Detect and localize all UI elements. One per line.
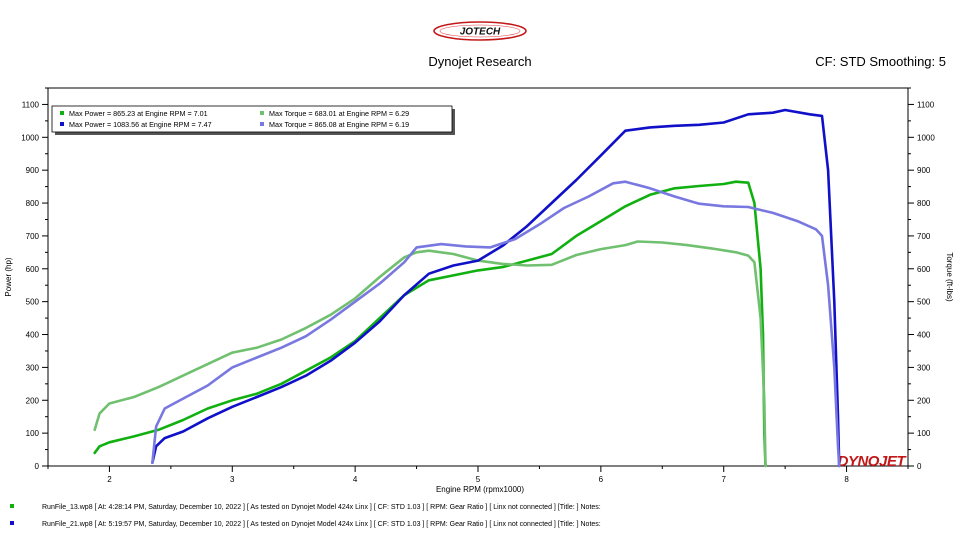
legend-swatch [260, 111, 264, 115]
y-tick-label: 800 [26, 199, 40, 208]
dynojet-watermark-text: DYNOJET [838, 453, 908, 470]
y-tick-label: 200 [26, 396, 40, 405]
run-color-swatch [10, 521, 14, 525]
y2-tick-label: 1000 [917, 133, 935, 142]
legend-entry: Max Torque = 865.08 at Engine RPM = 6.19 [269, 120, 409, 129]
run-file-info: RunFile_13.wp8 [ At: 4:28:14 PM, Saturda… [42, 504, 601, 511]
y-tick-label: 1100 [22, 100, 40, 109]
legend-entry: Max Power = 1083.56 at Engine RPM = 7.47 [69, 120, 212, 129]
x-tick-label: 4 [353, 475, 358, 484]
y-tick-label: 100 [26, 429, 40, 438]
x-tick-label: 5 [476, 475, 481, 484]
y-tick-label: 600 [26, 265, 40, 274]
y-tick-label: 0 [35, 462, 40, 471]
y2-tick-label: 200 [917, 396, 931, 405]
logo-text: JOTECH [460, 27, 501, 38]
y-tick-label: 400 [26, 331, 40, 340]
run-file-info: RunFile_21.wp8 [ At: 5:19:57 PM, Saturda… [42, 521, 601, 528]
legend-swatch [60, 111, 64, 115]
legend-entry: Max Power = 865.23 at Engine RPM = 7.01 [69, 109, 208, 118]
y2-tick-label: 100 [917, 429, 931, 438]
y2-tick-label: 700 [917, 232, 931, 241]
y2-tick-label: 1100 [917, 100, 935, 109]
dynojet-watermark: DYNOJET [838, 453, 908, 470]
y-axis-label-power: Power (hp) [4, 257, 13, 296]
chart-title: Dynojet Research [428, 54, 532, 69]
run-file-list: RunFile_13.wp8 [ At: 4:28:14 PM, Saturda… [8, 504, 958, 538]
series-line-2 [151, 108, 841, 468]
y2-tick-label: 0 [917, 462, 922, 471]
y2-tick-label: 600 [917, 265, 931, 274]
legend-swatch [260, 122, 264, 126]
x-tick-label: 2 [107, 475, 112, 484]
legend-swatch [60, 122, 64, 126]
y2-tick-label: 500 [917, 298, 931, 307]
run-file-row: RunFile_13.wp8 [ At: 4:28:14 PM, Saturda… [8, 504, 958, 521]
y2-tick-label: 400 [917, 331, 931, 340]
plot-frame [47, 87, 909, 467]
legend-entry: Max Torque = 683.01 at Engine RPM = 6.29 [269, 109, 409, 118]
y-tick-label: 500 [26, 298, 40, 307]
jotech-logo: JOTECH [433, 21, 527, 41]
y2-tick-label: 800 [917, 199, 931, 208]
chart-series [93, 108, 841, 468]
y-tick-label: 700 [26, 232, 40, 241]
cf-smoothing-label: CF: STD Smoothing: 5 [815, 54, 946, 69]
x-tick-label: 8 [844, 475, 849, 484]
y-tick-label: 300 [26, 363, 40, 372]
legend-box [51, 105, 453, 133]
x-tick-label: 6 [599, 475, 604, 484]
y2-tick-label: 900 [917, 166, 931, 175]
run-file-row: RunFile_21.wp8 [ At: 5:19:57 PM, Saturda… [8, 521, 958, 538]
chart-legend: Max Power = 865.23 at Engine RPM = 7.01 M… [51, 105, 455, 135]
series-line-3 [151, 180, 841, 468]
y-tick-label: 900 [26, 166, 40, 175]
y-tick-label: 1000 [21, 133, 39, 142]
x-axis-label: Engine RPM (rpmx1000) [436, 485, 524, 494]
series-line-0 [93, 180, 767, 468]
series-line-1 [93, 240, 767, 468]
run-color-swatch [10, 504, 14, 508]
y2-tick-label: 300 [917, 363, 931, 372]
x-tick-label: 7 [721, 475, 726, 484]
y-axis-label-torque: Torque (ft-lbs) [945, 252, 954, 302]
x-tick-label: 3 [230, 475, 235, 484]
